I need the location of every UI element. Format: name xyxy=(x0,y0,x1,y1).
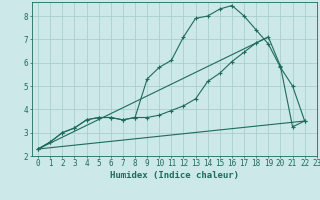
X-axis label: Humidex (Indice chaleur): Humidex (Indice chaleur) xyxy=(110,171,239,180)
